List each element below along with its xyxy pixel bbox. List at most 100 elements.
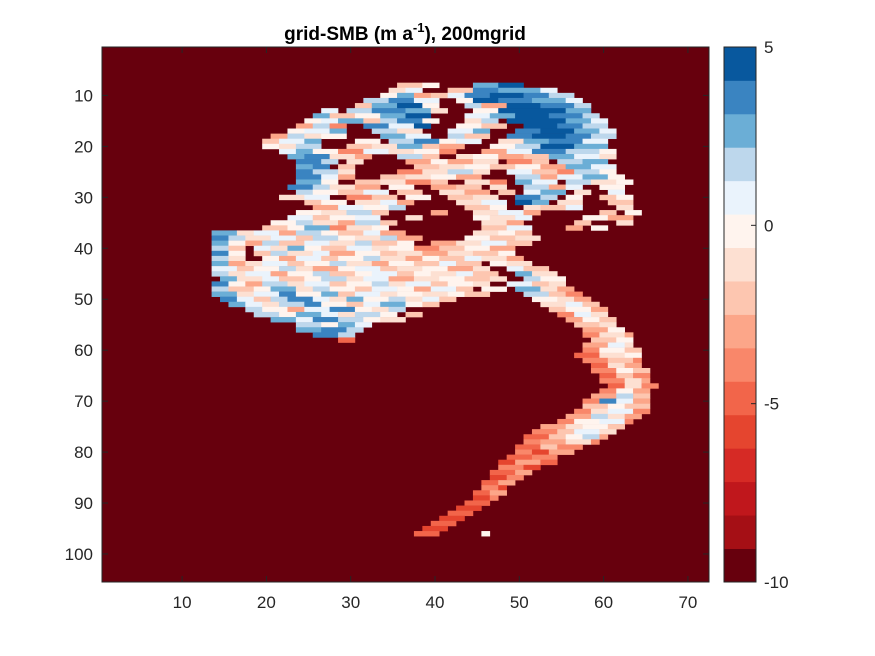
heatmap-cell [624, 342, 634, 348]
heatmap-cell [338, 255, 364, 262]
heatmap-cell [599, 434, 609, 440]
heatmap-cell [574, 418, 600, 425]
heatmap-cell [329, 286, 356, 292]
y-tick-label: 20 [74, 137, 93, 156]
heatmap-cell [590, 118, 609, 124]
y-tick-label: 90 [74, 494, 93, 513]
heatmap-cell [287, 215, 314, 221]
heatmap-cell [363, 118, 381, 124]
heatmap-cell [515, 179, 533, 185]
heatmap-cell [523, 92, 550, 99]
heatmap-cell [616, 393, 634, 399]
heatmap-cell [565, 439, 592, 445]
heatmap-cell [498, 189, 516, 196]
heatmap-cell [574, 154, 600, 160]
heatmap-cell [464, 500, 491, 506]
heatmap-cell [582, 424, 609, 430]
heatmap-cell [321, 322, 339, 328]
heatmap-cell [616, 373, 634, 379]
x-tick-label: 50 [510, 593, 529, 612]
heatmap-cell [295, 148, 314, 155]
heatmap-cell [413, 286, 432, 292]
heatmap-cell [380, 250, 398, 257]
heatmap-cell [540, 204, 566, 211]
heatmap-cell [599, 169, 617, 175]
heatmap-cell [523, 189, 541, 196]
heatmap-cell [633, 408, 651, 415]
heatmap-cell [262, 255, 280, 262]
heatmap-cell [624, 362, 642, 369]
heatmap-cell [439, 255, 465, 262]
heatmap-cell [557, 174, 583, 180]
heatmap-cell [506, 240, 533, 247]
heatmap-cell [616, 388, 634, 394]
heatmap-cell [397, 128, 423, 134]
x-tick-label: 10 [173, 593, 192, 612]
colorbar-tick-label: -10 [764, 573, 789, 592]
heatmap-cell [489, 475, 507, 481]
x-axis: 10 20 30 40 50 60 70 [173, 47, 697, 612]
heatmap-cell [599, 332, 625, 338]
heatmap-cell [354, 250, 381, 257]
heatmap-cell [430, 92, 448, 99]
heatmap-cell [557, 418, 575, 425]
heatmap-cell [464, 103, 482, 109]
heatmap-cell [447, 92, 465, 99]
heatmap-cell [430, 210, 448, 216]
heatmap-cell [430, 159, 448, 165]
heatmap-cell [498, 459, 516, 466]
heatmap-cell [295, 174, 322, 180]
heatmap-cell [397, 250, 423, 257]
x-tick-label: 40 [426, 593, 445, 612]
heatmap-cell [464, 133, 491, 140]
heatmap-cell [363, 123, 389, 129]
heatmap-cell [456, 240, 482, 247]
heatmap-cell [422, 143, 440, 150]
heatmap-cell [236, 296, 255, 303]
heatmap-cell [295, 210, 322, 216]
heatmap-cell [354, 286, 373, 292]
heatmap-cell [472, 250, 499, 257]
heatmap-cell [565, 97, 583, 104]
heatmap-cell [346, 261, 373, 267]
heatmap-cell [262, 138, 280, 145]
heatmap-cell [574, 322, 600, 328]
heatmap-cell [295, 317, 314, 323]
heatmap-cell [346, 194, 373, 201]
heatmap-cell [498, 108, 533, 114]
heatmap-cell [590, 225, 609, 231]
heatmap-cell [405, 87, 423, 94]
heatmap-cell [456, 199, 482, 206]
heatmap-cell [295, 266, 314, 272]
heatmap-cell [329, 113, 356, 119]
heatmap-cell [481, 220, 507, 226]
heatmap-cell [321, 301, 347, 308]
heatmap-cell [430, 281, 448, 287]
heatmap-cell [413, 97, 440, 104]
colorbar-segment [724, 414, 756, 449]
heatmap-cell [371, 261, 389, 267]
heatmap-cell [540, 189, 566, 196]
heatmap-cell [464, 189, 491, 196]
heatmap-cell [565, 148, 600, 155]
heatmap-cell [295, 230, 322, 236]
heatmap-cell [304, 199, 322, 206]
heatmap-cell [354, 291, 381, 297]
heatmap-cell [312, 164, 330, 170]
heatmap-cell [548, 184, 566, 190]
heatmap-cell [531, 118, 566, 124]
heatmap-cell [346, 281, 373, 287]
heatmap-cell [531, 108, 566, 114]
heatmap-cell [422, 154, 440, 160]
heatmap-cell [641, 378, 651, 384]
heatmap-cell [304, 261, 330, 267]
heatmap-cell [329, 128, 347, 134]
heatmap-cell [304, 240, 330, 247]
heatmap-cell [515, 230, 533, 236]
heatmap-cell [279, 194, 305, 201]
heatmap-cell [338, 148, 364, 155]
heatmap-cell [354, 215, 381, 221]
heatmap-cell [447, 250, 474, 257]
y-tick-label: 50 [74, 290, 93, 309]
heatmap-cell [523, 434, 550, 440]
